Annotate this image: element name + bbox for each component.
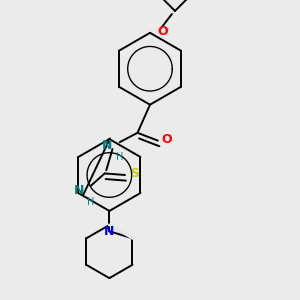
Text: H: H: [116, 152, 123, 162]
Text: O: O: [158, 25, 168, 38]
Text: O: O: [162, 133, 172, 146]
Text: N: N: [74, 184, 84, 197]
Text: H: H: [88, 197, 95, 207]
Text: N: N: [102, 139, 112, 152]
Text: S: S: [130, 167, 139, 180]
Text: N: N: [104, 225, 115, 238]
